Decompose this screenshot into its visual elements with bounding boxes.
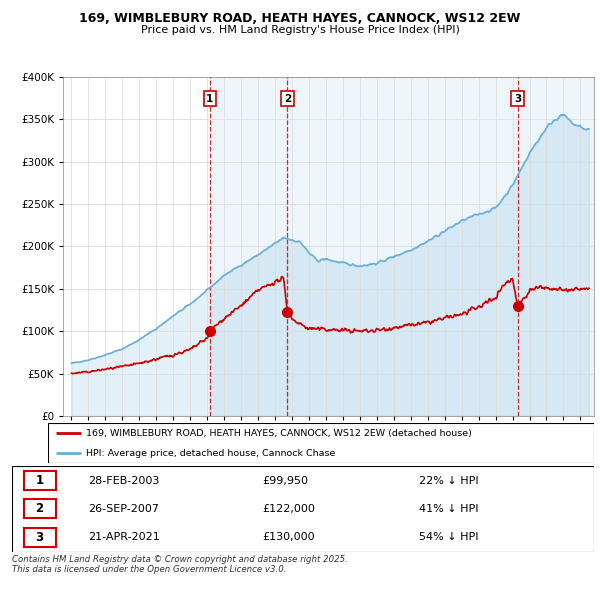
Text: £122,000: £122,000 <box>262 504 315 514</box>
Text: 169, WIMBLEBURY ROAD, HEATH HAYES, CANNOCK, WS12 2EW: 169, WIMBLEBURY ROAD, HEATH HAYES, CANNO… <box>79 12 521 25</box>
Text: 22% ↓ HPI: 22% ↓ HPI <box>419 476 479 486</box>
Text: Price paid vs. HM Land Registry's House Price Index (HPI): Price paid vs. HM Land Registry's House … <box>140 25 460 35</box>
Text: 1: 1 <box>35 474 44 487</box>
Bar <box>23 527 56 546</box>
Bar <box>23 471 56 490</box>
Text: £99,950: £99,950 <box>262 476 308 486</box>
Text: Contains HM Land Registry data © Crown copyright and database right 2025.
This d: Contains HM Land Registry data © Crown c… <box>12 555 348 574</box>
Text: 26-SEP-2007: 26-SEP-2007 <box>88 504 158 514</box>
Text: 28-FEB-2003: 28-FEB-2003 <box>88 476 159 486</box>
Bar <box>287 77 594 416</box>
Text: 3: 3 <box>514 94 521 104</box>
Text: 54% ↓ HPI: 54% ↓ HPI <box>419 532 479 542</box>
Text: 21-APR-2021: 21-APR-2021 <box>88 532 160 542</box>
Text: 2: 2 <box>284 94 291 104</box>
Text: HPI: Average price, detached house, Cannock Chase: HPI: Average price, detached house, Cann… <box>86 448 335 458</box>
Text: 2: 2 <box>35 502 44 516</box>
Text: 3: 3 <box>35 530 44 543</box>
Text: 41% ↓ HPI: 41% ↓ HPI <box>419 504 479 514</box>
Bar <box>23 500 56 518</box>
Text: 169, WIMBLEBURY ROAD, HEATH HAYES, CANNOCK, WS12 2EW (detached house): 169, WIMBLEBURY ROAD, HEATH HAYES, CANNO… <box>86 428 472 438</box>
Text: £130,000: £130,000 <box>262 532 315 542</box>
Text: 1: 1 <box>206 94 214 104</box>
Bar <box>210 77 287 416</box>
